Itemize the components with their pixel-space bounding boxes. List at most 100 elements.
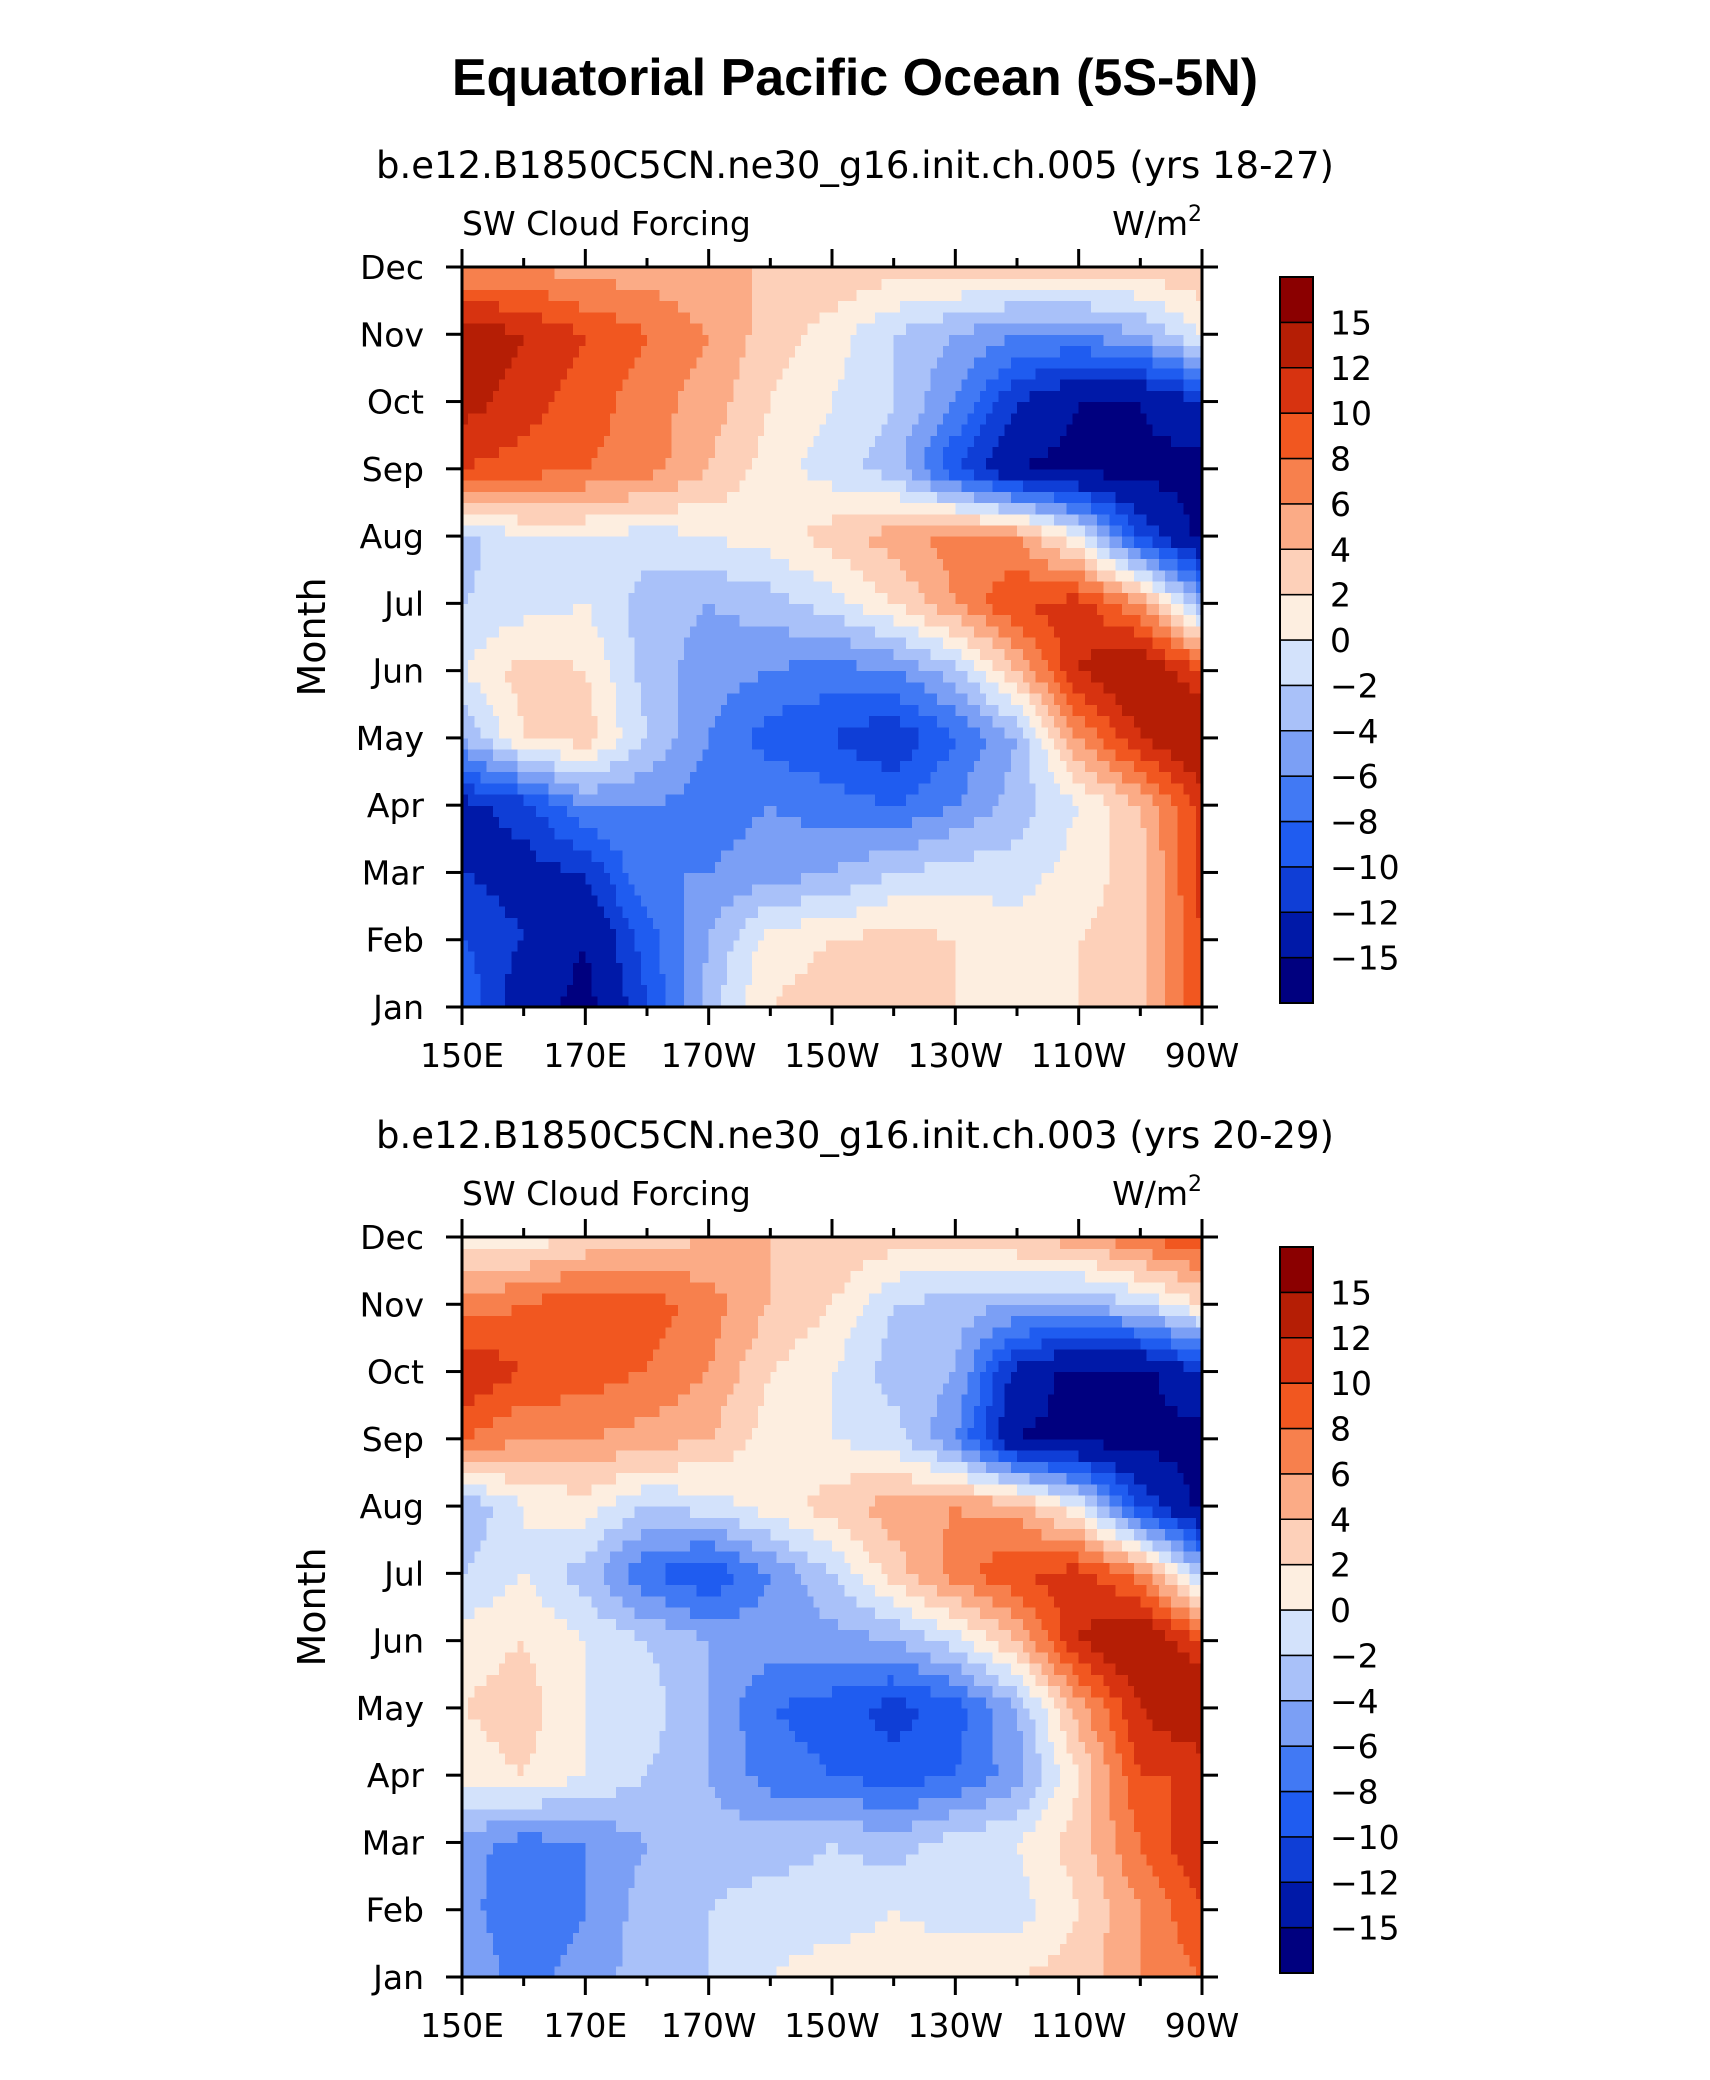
heatmap-cell — [881, 850, 889, 862]
heatmap-cell — [918, 681, 926, 694]
heatmap-cell — [1128, 793, 1135, 806]
heatmap-cell — [943, 827, 950, 840]
heatmap-cell — [1195, 737, 1203, 750]
heatmap-cell — [875, 681, 882, 694]
heatmap-cell — [690, 872, 697, 885]
heatmap-cell — [838, 894, 845, 907]
heatmap-cell — [1023, 962, 1030, 974]
heatmap-cell — [1109, 681, 1117, 694]
heatmap-cell — [955, 906, 963, 918]
heatmap-cell — [548, 805, 556, 817]
heatmap-cell — [1165, 704, 1172, 717]
heatmap-cell — [1097, 760, 1104, 773]
heatmap-cell — [1195, 614, 1203, 627]
heatmap-cell — [727, 984, 734, 997]
heatmap-cell — [554, 771, 562, 784]
heatmap-cell — [844, 995, 852, 1008]
heatmap-cell — [474, 558, 482, 571]
heatmap-cell — [875, 872, 882, 885]
heatmap-cell — [813, 737, 821, 750]
heatmap-cell — [616, 715, 623, 728]
heatmap-cell — [696, 984, 704, 997]
heatmap-cell — [708, 827, 716, 840]
heatmap-cell — [708, 816, 716, 829]
heatmap-cell — [529, 648, 537, 661]
heatmap-cell — [924, 928, 932, 941]
heatmap-cell — [936, 793, 944, 806]
heatmap-cell — [579, 625, 586, 638]
heatmap-cell — [542, 580, 549, 593]
heatmap-cell — [1066, 760, 1074, 773]
heatmap-cell — [961, 917, 969, 930]
heatmap-cell — [776, 793, 784, 806]
heatmap-cell — [825, 816, 833, 829]
heatmap-cell — [714, 625, 722, 638]
heatmap-cell — [862, 771, 870, 784]
heatmap-cell — [733, 659, 741, 672]
heatmap-cell — [1029, 704, 1037, 717]
heatmap-cell — [788, 906, 796, 918]
heatmap-cell — [795, 838, 802, 851]
heatmap-cell — [1017, 693, 1024, 705]
heatmap-cell — [1152, 637, 1160, 649]
heatmap-cell — [832, 625, 839, 638]
heatmap-cell — [622, 637, 630, 649]
heatmap-cell — [1189, 558, 1197, 571]
heatmap-cell — [770, 906, 778, 918]
heatmap-cell — [554, 659, 562, 672]
heatmap-cell — [1146, 547, 1154, 560]
heatmap-cell — [727, 827, 734, 840]
heatmap-cell — [838, 693, 845, 705]
heatmap-cell — [838, 838, 845, 851]
heatmap-cell — [462, 547, 469, 560]
heatmap-cell — [930, 704, 938, 717]
heatmap-cell — [542, 625, 549, 638]
heatmap-cell — [671, 793, 679, 806]
heatmap-cell — [739, 838, 747, 851]
heatmap-cell — [961, 614, 969, 627]
heatmap-cell — [1128, 861, 1135, 874]
heatmap-cell — [986, 917, 993, 930]
heatmap-cell — [474, 704, 482, 717]
heatmap-cell — [1165, 973, 1172, 986]
heatmap-cell — [1010, 827, 1018, 840]
heatmap-cell — [825, 659, 833, 672]
heatmap-cell — [492, 749, 500, 761]
heatmap-cell — [727, 816, 734, 829]
heatmap-cell — [647, 536, 654, 548]
heatmap-cell — [844, 592, 852, 604]
heatmap-cell — [665, 715, 673, 728]
heatmap-cell — [936, 995, 944, 1008]
heatmap-cell — [462, 962, 469, 974]
heatmap-cell — [973, 894, 981, 907]
heatmap-cell — [1177, 659, 1185, 672]
heatmap-cell — [714, 737, 722, 750]
heatmap-cell — [634, 805, 642, 817]
heatmap-cell — [856, 782, 864, 795]
heatmap-cell — [943, 928, 950, 941]
heatmap-cell — [665, 973, 673, 986]
heatmap-cell — [511, 625, 519, 638]
heatmap-cell — [881, 928, 889, 941]
heatmap-cell — [856, 928, 864, 941]
heatmap-cell — [1091, 782, 1098, 795]
heatmap-cell — [832, 749, 839, 761]
heatmap-cell — [603, 704, 611, 717]
heatmap-cell — [918, 580, 926, 593]
heatmap-cell — [529, 984, 537, 997]
heatmap-cell — [825, 793, 833, 806]
heatmap-cell — [770, 917, 778, 930]
heatmap-cell — [838, 580, 845, 593]
heatmap-cell — [745, 659, 753, 672]
heatmap-cell — [1189, 872, 1197, 885]
heatmap-cell — [1152, 760, 1160, 773]
heatmap-cell — [862, 984, 870, 997]
heatmap-cell — [665, 861, 673, 874]
heatmap-cell — [832, 670, 839, 683]
heatmap-cell — [856, 737, 864, 750]
heatmap-cell — [499, 950, 506, 963]
heatmap-cell — [554, 950, 562, 963]
heatmap-cell — [721, 760, 728, 773]
heatmap-cell — [597, 950, 605, 963]
heatmap-cell — [887, 805, 895, 817]
